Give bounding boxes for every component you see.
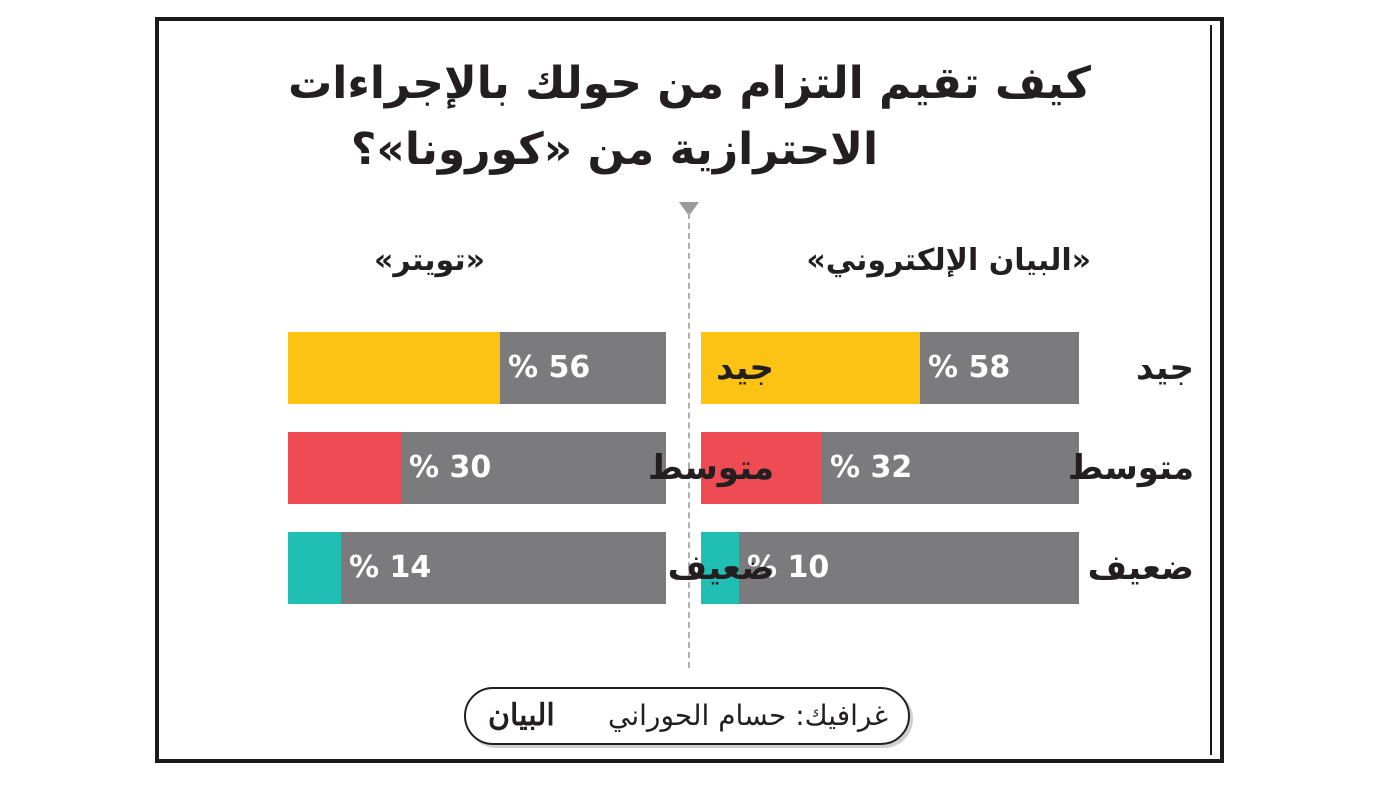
bar-fill-0-0 [701,332,920,404]
chart-title: كيف تقيم التزام من حولك بالإجراءات الاحت… [159,51,1220,183]
category-label: ضعيف [1087,548,1194,588]
bar-1-2: % 14 [288,532,666,604]
bar-value-label: % 58 [928,350,1011,385]
bar-1-1: % 30 [288,432,666,504]
bar-fill-1-0 [288,332,500,404]
panel-title-twitter: «تويتر» [373,243,485,278]
credit-text: غرافيك: حسام الحوراني [608,699,888,732]
bar-fill-0-1 [701,432,822,504]
frame-edge-line [1210,25,1212,755]
category-label: جيد [715,348,774,388]
bar-1-0: % 56 [288,332,666,404]
category-label: ضعيف [667,548,774,588]
panel-divider [688,213,690,668]
bar-value-label: % 30 [409,450,492,485]
bar-value-label: % 10 [747,550,830,585]
bar-value-label: % 56 [508,350,591,385]
bar-fill-1-1 [288,432,401,504]
title-line-2: الاحترازية من «كورونا»؟ [350,124,879,175]
bar-value-label: % 14 [349,550,432,585]
divider-arrow-icon [679,202,699,216]
panel-title-albayan: «البيان الإلكتروني» [806,243,1091,278]
bar-0-0: % 58 [701,332,1079,404]
credit-box: غرافيك: حسام الحوراني البيان [464,687,910,745]
albayan-logo: البيان [488,698,555,733]
infographic-frame: كيف تقيم التزام من حولك بالإجراءات الاحت… [155,17,1224,763]
category-label: متوسط [1067,448,1194,488]
bar-value-label: % 32 [830,450,913,485]
category-label: جيد [1135,348,1194,388]
category-label: متوسط [647,448,774,488]
bar-fill-1-2 [288,532,341,604]
bar-fill-0-2 [701,532,739,604]
bar-0-2: % 10 [701,532,1079,604]
title-line-1: كيف تقيم التزام من حولك بالإجراءات [288,58,1091,109]
bar-0-1: % 32 [701,432,1079,504]
